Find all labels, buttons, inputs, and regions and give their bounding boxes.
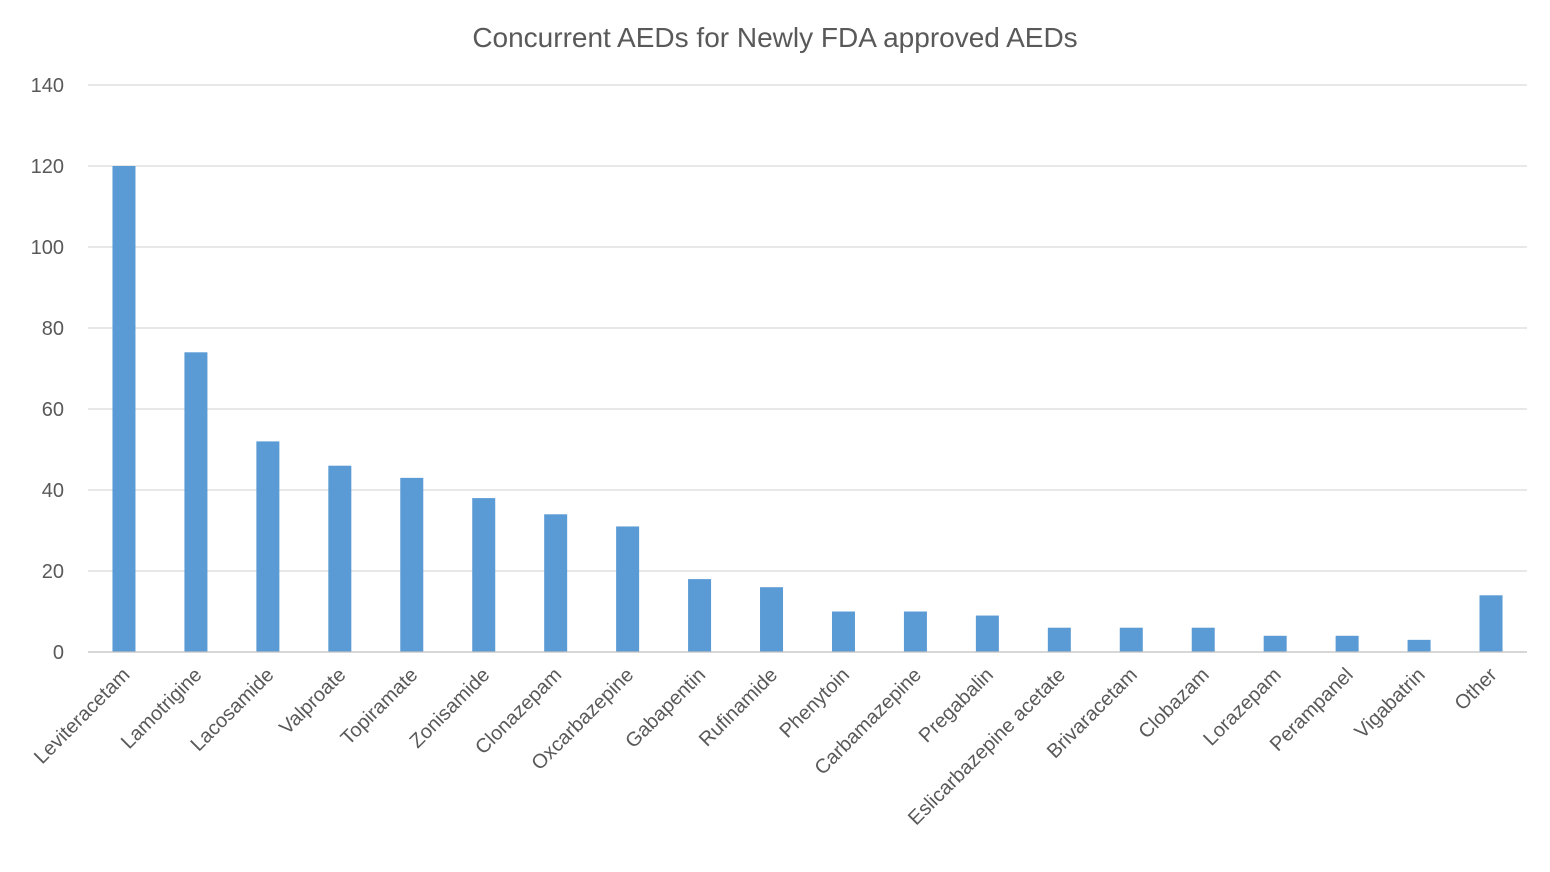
x-tick-label: Rufinamide — [695, 664, 782, 751]
x-axis-ticks: LeviteracetamLamotrigineLacosamideValpro… — [30, 664, 1502, 830]
y-axis-ticks: 0 20 40 60 80 100 120 140 — [31, 75, 64, 664]
bar — [1479, 595, 1503, 652]
bars — [112, 166, 1503, 652]
y-tick-label: 120 — [31, 156, 64, 178]
bar — [1407, 639, 1431, 652]
bar — [544, 514, 568, 652]
y-tick-label: 20 — [42, 561, 64, 583]
x-tick-label: Leviteracetam — [30, 664, 134, 768]
bar — [1263, 635, 1287, 652]
y-tick-label: 40 — [42, 480, 64, 502]
bar — [400, 477, 424, 652]
bar — [903, 611, 927, 652]
y-tick-label: 100 — [31, 237, 64, 259]
y-tick-label: 80 — [42, 318, 64, 340]
bar — [1047, 627, 1071, 652]
bar — [1191, 627, 1215, 652]
chart-title: Concurrent AEDs for Newly FDA approved A… — [472, 22, 1077, 53]
bar — [760, 587, 784, 652]
bar — [1335, 635, 1359, 652]
x-tick-label: Valproate — [275, 664, 350, 739]
bar — [1119, 627, 1143, 652]
bar — [184, 352, 208, 652]
x-tick-label: Phenytoin — [776, 664, 854, 742]
y-tick-label: 60 — [42, 399, 64, 421]
bar — [472, 498, 496, 652]
y-tick-label: 0 — [53, 642, 64, 664]
x-tick-label: Other — [1451, 664, 1502, 715]
bar — [688, 579, 712, 652]
gridlines — [88, 84, 1527, 572]
bar — [328, 465, 352, 652]
y-tick-label: 140 — [31, 75, 64, 97]
bar — [831, 611, 855, 652]
bar — [256, 441, 280, 652]
bar — [975, 615, 999, 652]
bar — [616, 526, 640, 652]
bar — [112, 166, 136, 652]
x-tick-label: Vigabatrin — [1351, 664, 1430, 743]
